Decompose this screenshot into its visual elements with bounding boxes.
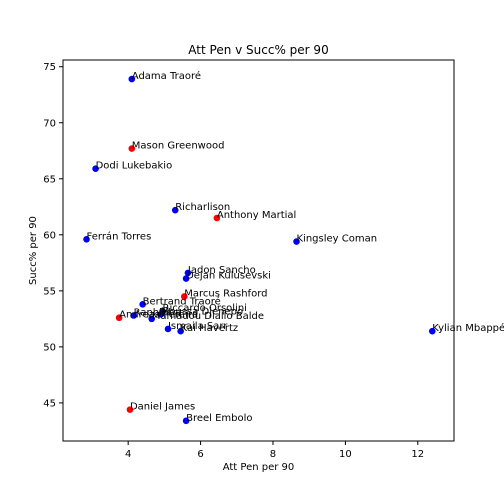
y-tick-label: 55 [43, 286, 56, 297]
point-label: Kai Havertz [181, 323, 238, 334]
point-label: Jadon Sancho [187, 265, 256, 276]
point-label: Mason Greenwood [132, 141, 225, 152]
point-label: Anthony Martial [217, 210, 296, 221]
data-point [213, 214, 221, 222]
x-tick-label: 4 [125, 449, 131, 460]
x-tick-label: 12 [411, 449, 424, 460]
data-point [139, 300, 146, 308]
point-label: Raphinha [134, 307, 181, 318]
data-point [180, 293, 188, 300]
data-point [182, 275, 190, 282]
point-label: Bertrand Traoré [143, 295, 221, 307]
point-label: Dodi Lukebakio [96, 161, 173, 172]
y-tick-label: 75 [43, 62, 56, 73]
point-label: Ismaila Sarr [168, 321, 228, 332]
point-label: Kingsley Coman [297, 234, 378, 245]
point-label: Kylian Mbappé [432, 322, 504, 334]
point-label: Mamadou Diallo Balde [152, 311, 264, 322]
data-point [171, 206, 179, 214]
y-tick-label: 60 [43, 230, 56, 241]
y-tick-label: 50 [43, 342, 56, 353]
point-label: Dejan Kulusevski [186, 271, 271, 282]
y-tick-label: 45 [43, 398, 56, 409]
plot-frame [62, 59, 455, 442]
point-label: Marcus Rashford [184, 288, 267, 299]
y-axis-label: Succ% per 90 [28, 216, 39, 285]
data-point [128, 145, 136, 152]
point-label: Ferrán Torres [87, 230, 152, 242]
data-point [157, 311, 165, 318]
y-tick-label: 70 [43, 118, 56, 129]
data-point [182, 417, 190, 425]
chart-title: Att Pen v Succ% per 90 [188, 43, 328, 57]
x-axis-label: Att Pen per 90 [223, 462, 295, 473]
point-label: Moussa Djenepo [161, 306, 243, 317]
data-point [428, 327, 436, 335]
x-tick-label: 8 [270, 449, 276, 460]
data-point [83, 235, 90, 243]
point-label: Breel Embolo [186, 413, 252, 424]
data-point [130, 312, 137, 319]
data-point [126, 406, 134, 413]
y-tick-label: 65 [43, 174, 56, 185]
data-point [164, 325, 172, 333]
data-point [177, 327, 184, 335]
x-tick-label: 6 [197, 449, 203, 460]
point-label: Daniel James [130, 402, 195, 413]
data-point [128, 75, 136, 83]
point-label: Andreas Pereira [119, 310, 198, 321]
data-point [115, 314, 123, 322]
point-label: Riccardo Orsolini [163, 303, 247, 314]
x-tick-label: 10 [339, 449, 352, 460]
point-label: Richarlison [175, 202, 230, 213]
data-point [184, 269, 192, 277]
point-label: Adama Traoré [132, 70, 201, 82]
data-point [293, 238, 300, 245]
data-point [148, 315, 155, 323]
data-point [92, 165, 99, 172]
